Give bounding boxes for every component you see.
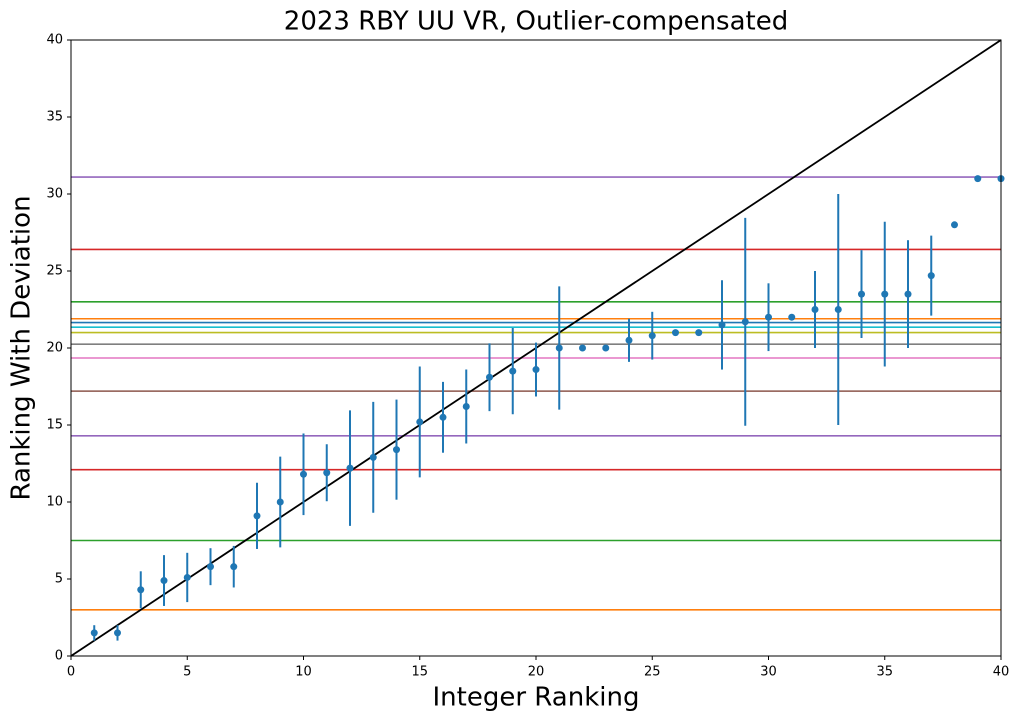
data-point — [439, 413, 447, 421]
y-tick-label: 25 — [46, 264, 63, 279]
data-point — [579, 344, 586, 352]
data-point — [509, 367, 517, 375]
data-point — [230, 563, 238, 571]
data-point — [602, 344, 610, 352]
data-point — [951, 221, 958, 229]
data-point — [160, 577, 168, 585]
data-point — [625, 336, 633, 344]
x-tick-label: 40 — [993, 665, 1010, 680]
data-point — [416, 418, 424, 426]
data-point — [486, 373, 493, 381]
x-tick-label: 25 — [644, 665, 661, 680]
x-tick-label: 30 — [760, 665, 777, 680]
data-point — [718, 321, 726, 329]
data-point — [346, 464, 354, 472]
data-point — [253, 512, 261, 520]
data-point — [695, 329, 703, 337]
data-point — [765, 313, 772, 321]
data-point — [555, 344, 563, 352]
y-tick-label: 30 — [46, 187, 63, 202]
data-point — [90, 629, 98, 637]
x-tick-label: 35 — [876, 665, 893, 680]
x-tick-label: 15 — [411, 665, 428, 680]
data-point — [858, 290, 865, 298]
data-point — [741, 318, 749, 326]
data-point — [834, 306, 842, 313]
x-tick-label: 5 — [183, 665, 191, 680]
data-point — [974, 175, 982, 183]
y-axis-label: Ranking With Deviation — [7, 195, 37, 500]
data-point — [672, 329, 679, 337]
x-axis-label: Integer Ranking — [433, 683, 640, 713]
data-point — [114, 629, 121, 637]
data-point — [137, 586, 145, 594]
data-point — [811, 306, 819, 313]
data-point — [300, 470, 307, 478]
data-point — [648, 332, 656, 340]
data-point — [369, 453, 377, 461]
data-point — [927, 272, 935, 280]
x-tick-label: 20 — [528, 665, 545, 680]
data-point — [904, 290, 912, 298]
data-point — [183, 573, 191, 581]
x-tick-label: 10 — [295, 665, 312, 680]
x-tick-label: 0 — [67, 665, 75, 680]
chart-title: 2023 RBY UU VR, Outlier-compensated — [284, 7, 788, 37]
data-point — [207, 563, 214, 571]
y-tick-label: 35 — [46, 110, 63, 125]
data-point — [788, 313, 796, 321]
data-point — [881, 290, 889, 298]
data-point — [323, 469, 331, 477]
data-point — [462, 403, 470, 411]
y-tick-label: 15 — [46, 418, 63, 433]
y-tick-label: 10 — [46, 495, 63, 510]
y-tick-label: 20 — [46, 341, 63, 356]
data-point — [532, 366, 540, 374]
y-tick-label: 0 — [55, 649, 63, 664]
y-tick-label: 40 — [46, 33, 63, 48]
y-tick-label: 5 — [55, 572, 63, 587]
data-point — [276, 498, 284, 506]
data-point — [393, 446, 400, 454]
